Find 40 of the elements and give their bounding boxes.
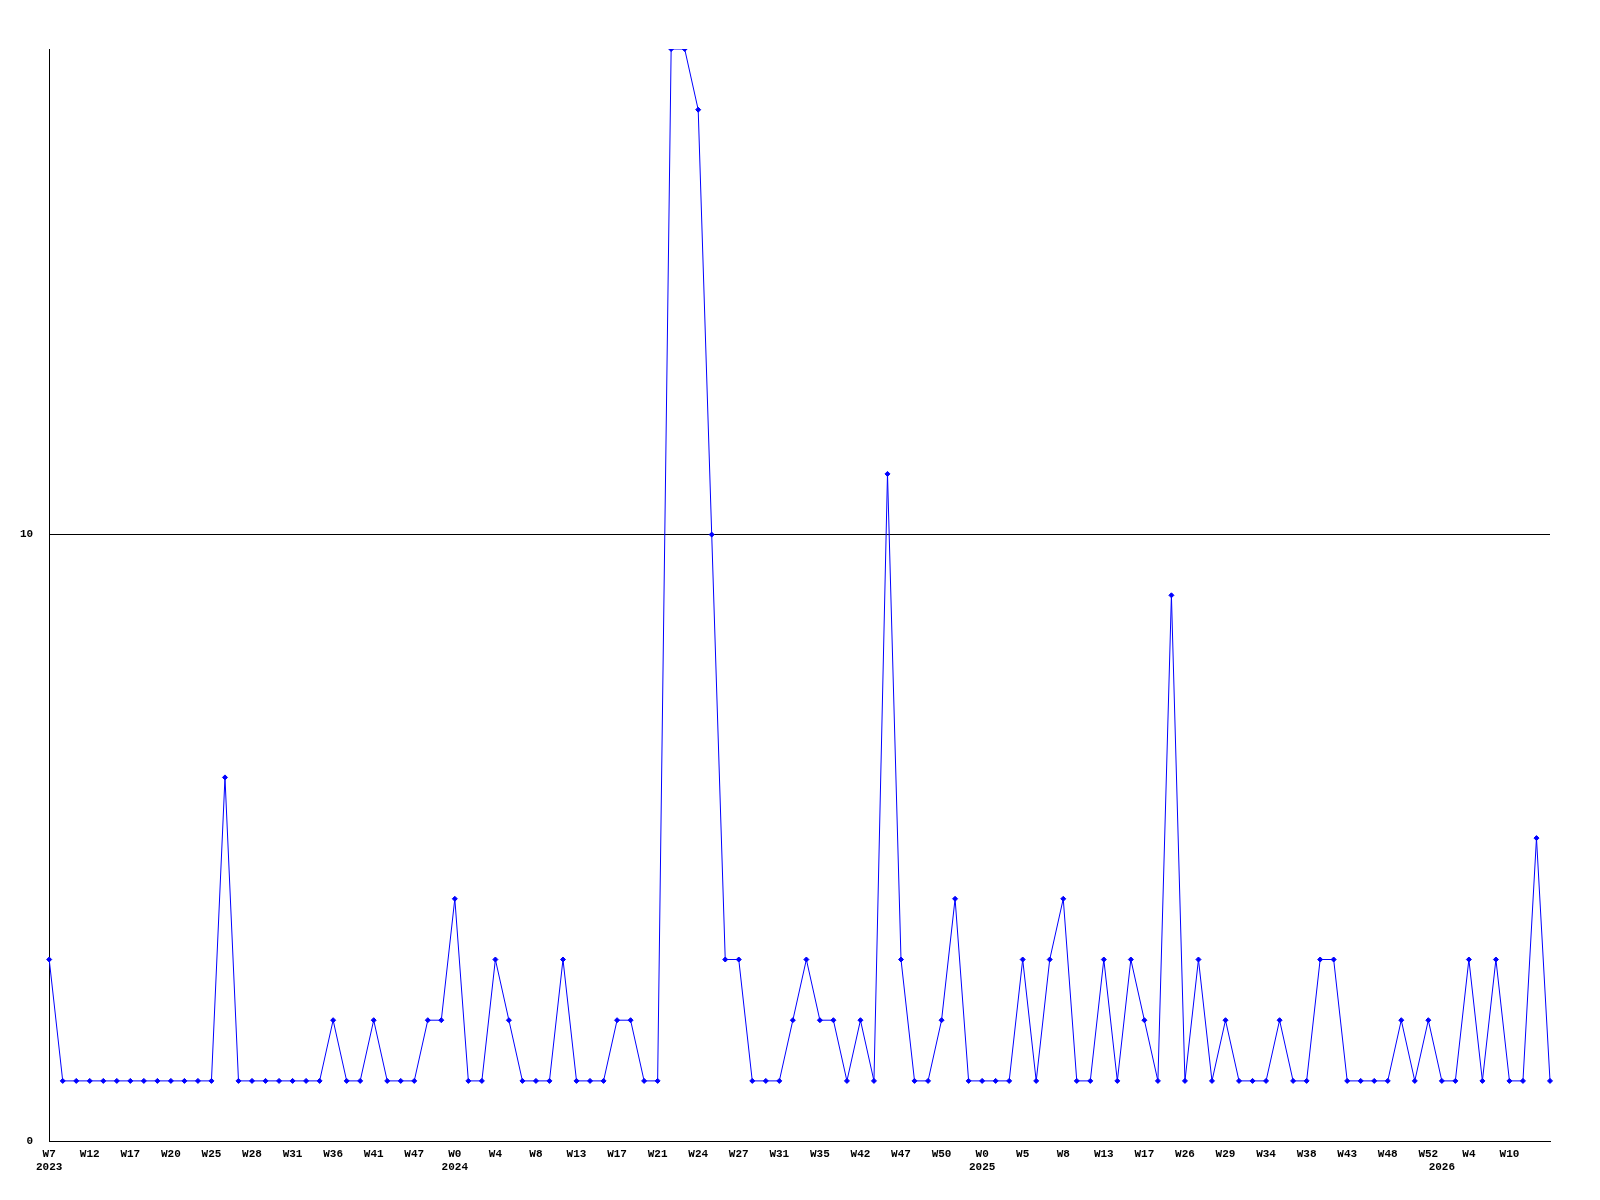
x-tick-label: W28 — [242, 1147, 263, 1160]
x-tick-label: W38 — [1296, 1147, 1317, 1160]
x-tick-label: W0 2025 — [968, 1147, 996, 1174]
x-tick-label: W24 — [688, 1147, 709, 1160]
x-tick-label: W41 — [363, 1147, 384, 1160]
x-tick-label: W10 — [1499, 1147, 1520, 1160]
x-tick-label: W43 — [1337, 1147, 1358, 1160]
x-tick-label: W31 — [769, 1147, 790, 1160]
x-tick-label: W29 — [1215, 1147, 1236, 1160]
x-tick-label: W21 — [647, 1147, 668, 1160]
x-tick-label: W12 — [79, 1147, 100, 1160]
x-tick-label: W48 — [1377, 1147, 1399, 1160]
x-tick-label: W17 — [1134, 1147, 1155, 1160]
x-tick-label: W27 — [728, 1147, 749, 1160]
x-tick-label: W8 — [529, 1147, 543, 1160]
x-tick-label: W50 — [931, 1147, 952, 1160]
x-tick-label: W47 — [404, 1147, 425, 1160]
x-tick-label: W0 2024 — [441, 1147, 469, 1174]
x-tick-label: W4 — [488, 1147, 503, 1160]
y-tick-label: 0 — [26, 1135, 34, 1148]
x-tick-label: W36 — [323, 1147, 344, 1160]
x-tick-label: W42 — [850, 1147, 871, 1160]
x-tick-label: W5 — [1016, 1147, 1030, 1160]
x-tick-label: W17 — [120, 1147, 141, 1160]
x-tick-label: W47 — [891, 1147, 911, 1160]
x-tick-label: W8 — [1056, 1147, 1071, 1160]
x-tick-label: W26 — [1175, 1147, 1195, 1160]
x-tick-label: W25 — [201, 1147, 222, 1160]
x-tick-label: W31 — [282, 1147, 303, 1160]
y-tick-label: 10 — [20, 528, 34, 541]
x-tick-label: W7 2023 — [36, 1147, 63, 1174]
x-tick-label: W35 — [809, 1147, 831, 1160]
x-tick-label: W17 — [607, 1147, 627, 1160]
x-tick-label: 2026 — [1428, 1161, 1456, 1174]
x-tick-label: W13 — [1093, 1147, 1115, 1160]
x-tick-label: W4 — [1462, 1147, 1476, 1160]
x-tick-label: W20 — [160, 1147, 181, 1160]
x-tick-label: W34 — [1256, 1147, 1277, 1160]
x-tick-label: W13 — [566, 1147, 587, 1160]
x-tick-label: W52 — [1418, 1147, 1439, 1160]
